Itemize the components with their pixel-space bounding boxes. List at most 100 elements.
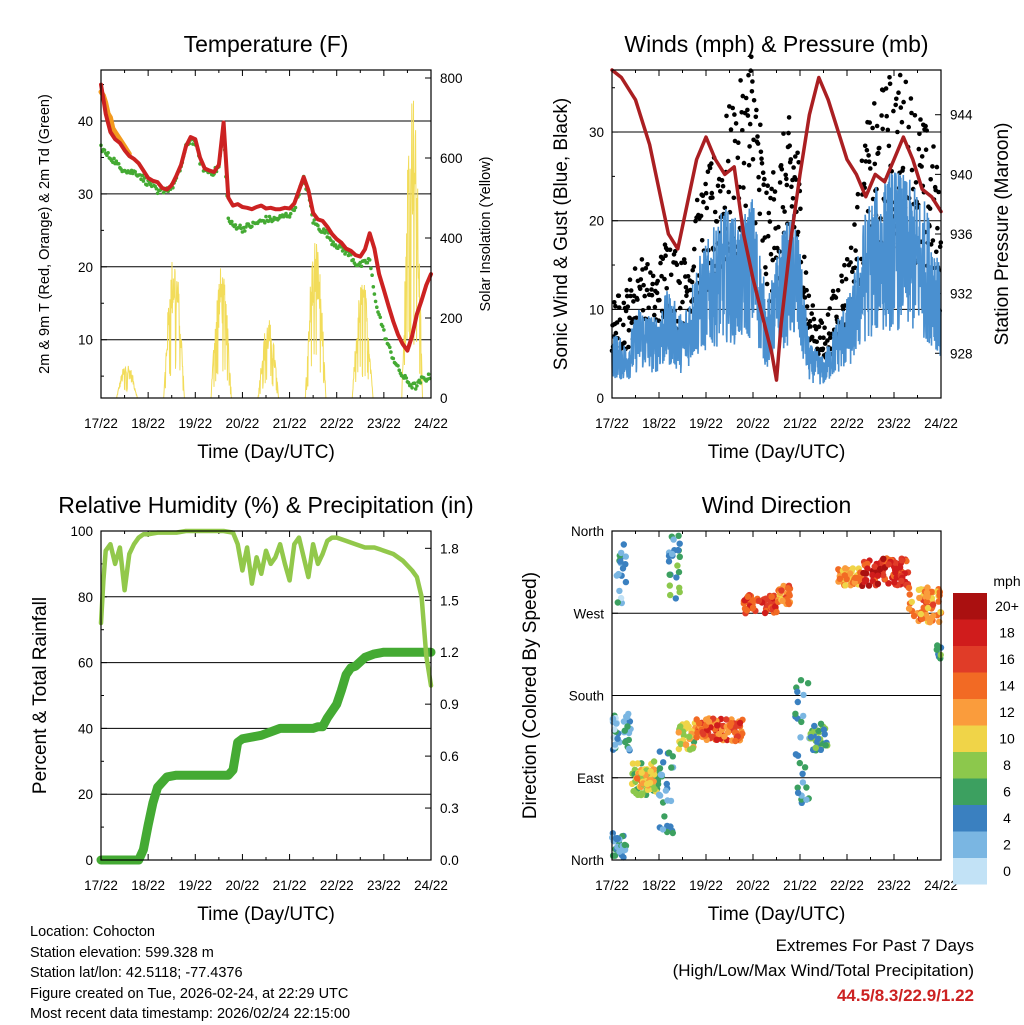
x-tick-label: 24/22: [414, 416, 448, 431]
wind-direction-point: [723, 716, 730, 723]
wind-direction-point: [896, 564, 904, 571]
gust-point: [777, 180, 783, 185]
wind-direction-point: [784, 585, 792, 592]
colorbar-label: 2: [1003, 837, 1011, 853]
gust-point: [891, 108, 896, 114]
dewpoint-point: [359, 264, 364, 269]
x-tick-label: 19/22: [689, 878, 723, 893]
wind-direction-point: [908, 598, 915, 606]
gust-point: [613, 303, 618, 309]
wind-direction-point: [618, 549, 625, 557]
wind-direction-point: [924, 584, 931, 591]
gust-point: [780, 205, 786, 210]
gust-point: [632, 266, 638, 271]
gust-point: [793, 177, 799, 182]
solar-insolation-line: [257, 320, 280, 399]
wind-direction-point: [685, 723, 692, 730]
wind-direction-point: [634, 760, 641, 767]
wind-direction-point: [892, 559, 899, 566]
wind-direction-point: [721, 733, 728, 740]
wind-direction-point: [724, 729, 732, 736]
wind-direction-point: [815, 735, 822, 743]
wind-direction-point: [874, 580, 882, 587]
gust-point: [699, 238, 705, 243]
wind-direction-point: [803, 784, 810, 791]
wind-direction-point: [755, 597, 763, 604]
gust-point: [896, 90, 901, 95]
wind-direction-point: [817, 720, 825, 727]
gust-point: [622, 340, 627, 346]
wind-direction-point: [675, 745, 683, 753]
wind-direction-point: [910, 612, 918, 620]
gust-point: [768, 251, 774, 257]
gust-point: [899, 119, 905, 125]
wind-direction-point: [799, 770, 806, 777]
gust-point: [919, 164, 924, 169]
gust-point: [736, 140, 741, 145]
wind-direction-point: [749, 604, 757, 611]
sonic-wind-line: [611, 172, 942, 385]
speed-colorbar: mph 20+ 18 16 14 12 10 8 6 4 2 0: [953, 573, 1021, 885]
wind-direction-point: [668, 764, 675, 771]
gust-point: [745, 107, 750, 113]
wind-direction-point: [891, 579, 898, 586]
gust-point: [802, 295, 808, 300]
x-tick-label: 22/22: [320, 878, 354, 893]
wind-direction-point: [620, 541, 627, 548]
y-tick-label: 10: [589, 302, 604, 317]
wind-direction-point: [794, 688, 801, 695]
wind-direction-point: [668, 550, 676, 558]
gust-point: [867, 120, 872, 125]
gust-point: [712, 209, 718, 215]
y-tick-label: 100: [70, 524, 93, 539]
gust-point: [756, 174, 761, 180]
gust-point: [782, 209, 787, 214]
gust-point: [880, 126, 885, 132]
dewpoint-point: [388, 345, 392, 350]
colorbar-label: 6: [1003, 784, 1011, 800]
gust-point: [621, 322, 626, 328]
gust-point: [660, 256, 666, 262]
gust-point: [765, 233, 771, 239]
wind-direction-point: [661, 813, 668, 820]
wind-direction-point: [621, 841, 628, 849]
gust-point: [726, 189, 731, 195]
chart-title: Relative Humidity (%) & Precipitation (i…: [58, 492, 473, 518]
gust-point: [804, 304, 810, 309]
y-tick-label: North: [571, 524, 604, 539]
gust-point: [870, 125, 875, 131]
gust-point: [749, 89, 755, 94]
dewpoint-point: [373, 299, 378, 304]
gust-point: [652, 304, 658, 310]
gust-point: [884, 113, 889, 119]
wind-direction-point: [778, 587, 785, 594]
wind-direction-point: [916, 594, 923, 602]
wind-direction-point: [633, 775, 641, 782]
extremes-title: Extremes For Past 7 Days: [775, 936, 974, 955]
gust-point: [788, 157, 794, 162]
gust-point: [900, 165, 906, 171]
gust-point: [646, 305, 651, 311]
wind-direction-chart: Wind Direction Time (Day/UTC) 17/22 18/22 19…: [520, 492, 958, 925]
colorbar-title: mph: [993, 573, 1020, 589]
gust-point: [934, 249, 939, 255]
dewpoint-point: [397, 368, 402, 373]
gust-point: [743, 95, 749, 101]
gust-point: [700, 193, 706, 198]
wind-direction-point: [615, 570, 622, 578]
wind-direction-point: [658, 771, 666, 779]
wind-direction-point: [820, 726, 828, 733]
gust-point: [769, 186, 774, 192]
wind-direction-point: [732, 737, 739, 745]
gust-point: [649, 287, 654, 292]
wind-direction-point: [846, 570, 854, 577]
dewpoint-point: [406, 380, 411, 385]
gust-point: [855, 191, 861, 197]
gust-point: [819, 320, 825, 326]
gust-point: [866, 153, 871, 158]
gust-point: [778, 163, 784, 168]
gust-point: [659, 273, 664, 279]
gust-point: [643, 266, 649, 271]
colorbar-label: 20+: [995, 598, 1019, 614]
